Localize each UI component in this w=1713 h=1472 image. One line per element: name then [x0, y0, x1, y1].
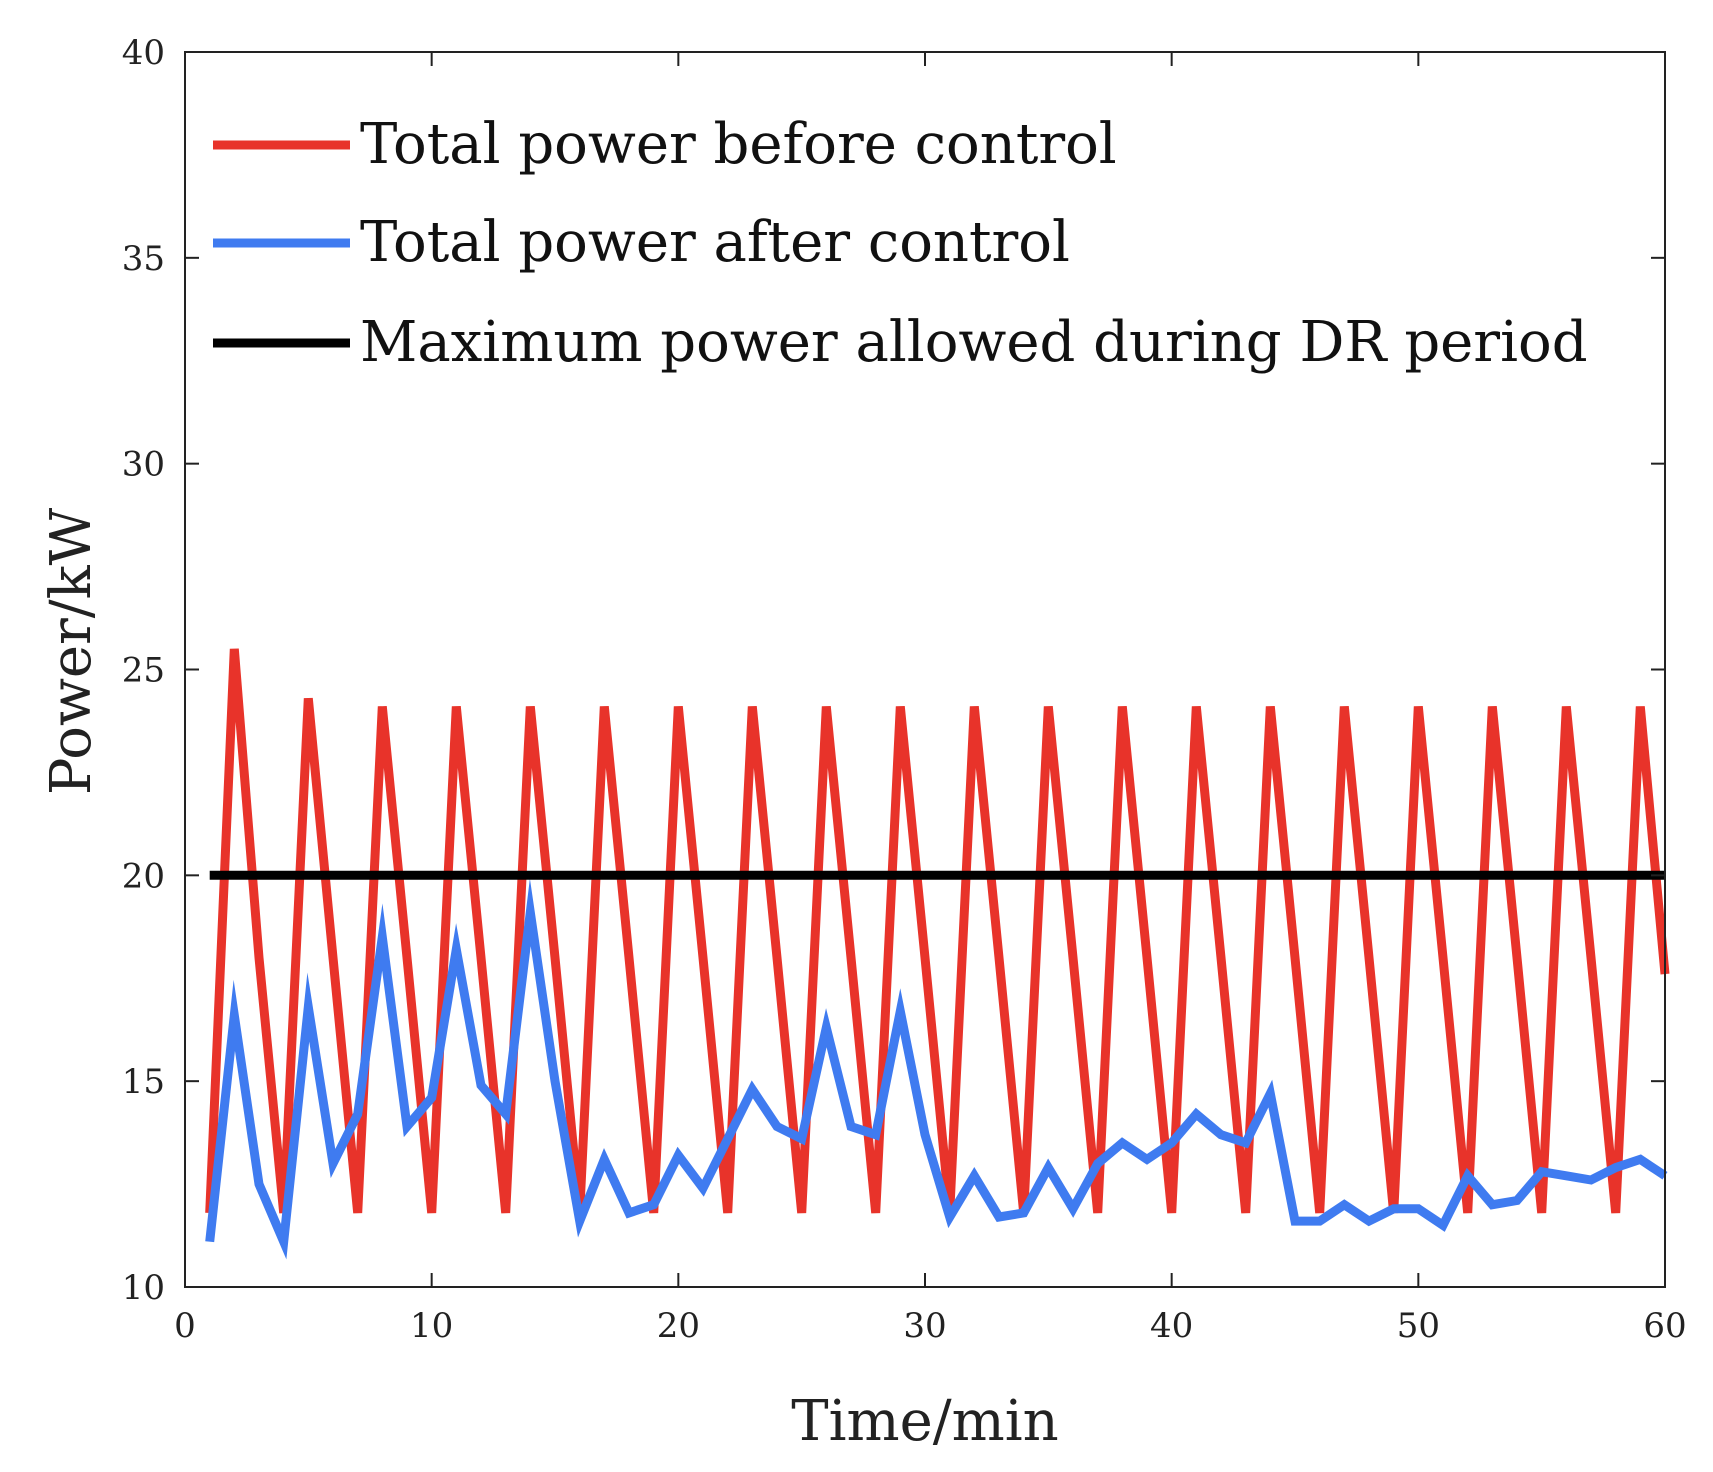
- legend-label-1: Total power before control: [360, 112, 1117, 177]
- y-tick-label: 40: [122, 33, 165, 73]
- series-line-2: [205, 878, 1668, 1260]
- series-layer: [205, 648, 1670, 1260]
- y-tick-label: 10: [122, 1268, 165, 1308]
- x-tick-label: 20: [657, 1306, 700, 1346]
- y-tick-label: 20: [122, 856, 165, 896]
- legend: Total power before control Total power af…: [213, 112, 1588, 375]
- y-tick-label: 30: [122, 445, 165, 485]
- x-tick-label: 0: [174, 1306, 196, 1346]
- x-tick-label: 10: [410, 1306, 453, 1346]
- legend-label-3: Maximum power allowed during DR period: [360, 310, 1588, 375]
- y-tick-label: 35: [122, 239, 165, 279]
- x-axis-label: Time/min: [791, 1389, 1058, 1454]
- x-tick-label: 50: [1397, 1306, 1440, 1346]
- x-tick-label: 60: [1643, 1306, 1686, 1346]
- series-line-1: [205, 648, 1670, 1214]
- legend-label-2: Total power after control: [360, 210, 1070, 275]
- x-tick-label: 30: [903, 1306, 946, 1346]
- x-tick-label: 40: [1150, 1306, 1193, 1346]
- y-tick-label: 15: [122, 1062, 165, 1102]
- y-tick-label: 25: [122, 651, 165, 691]
- y-axis-label: Power/kW: [39, 507, 104, 795]
